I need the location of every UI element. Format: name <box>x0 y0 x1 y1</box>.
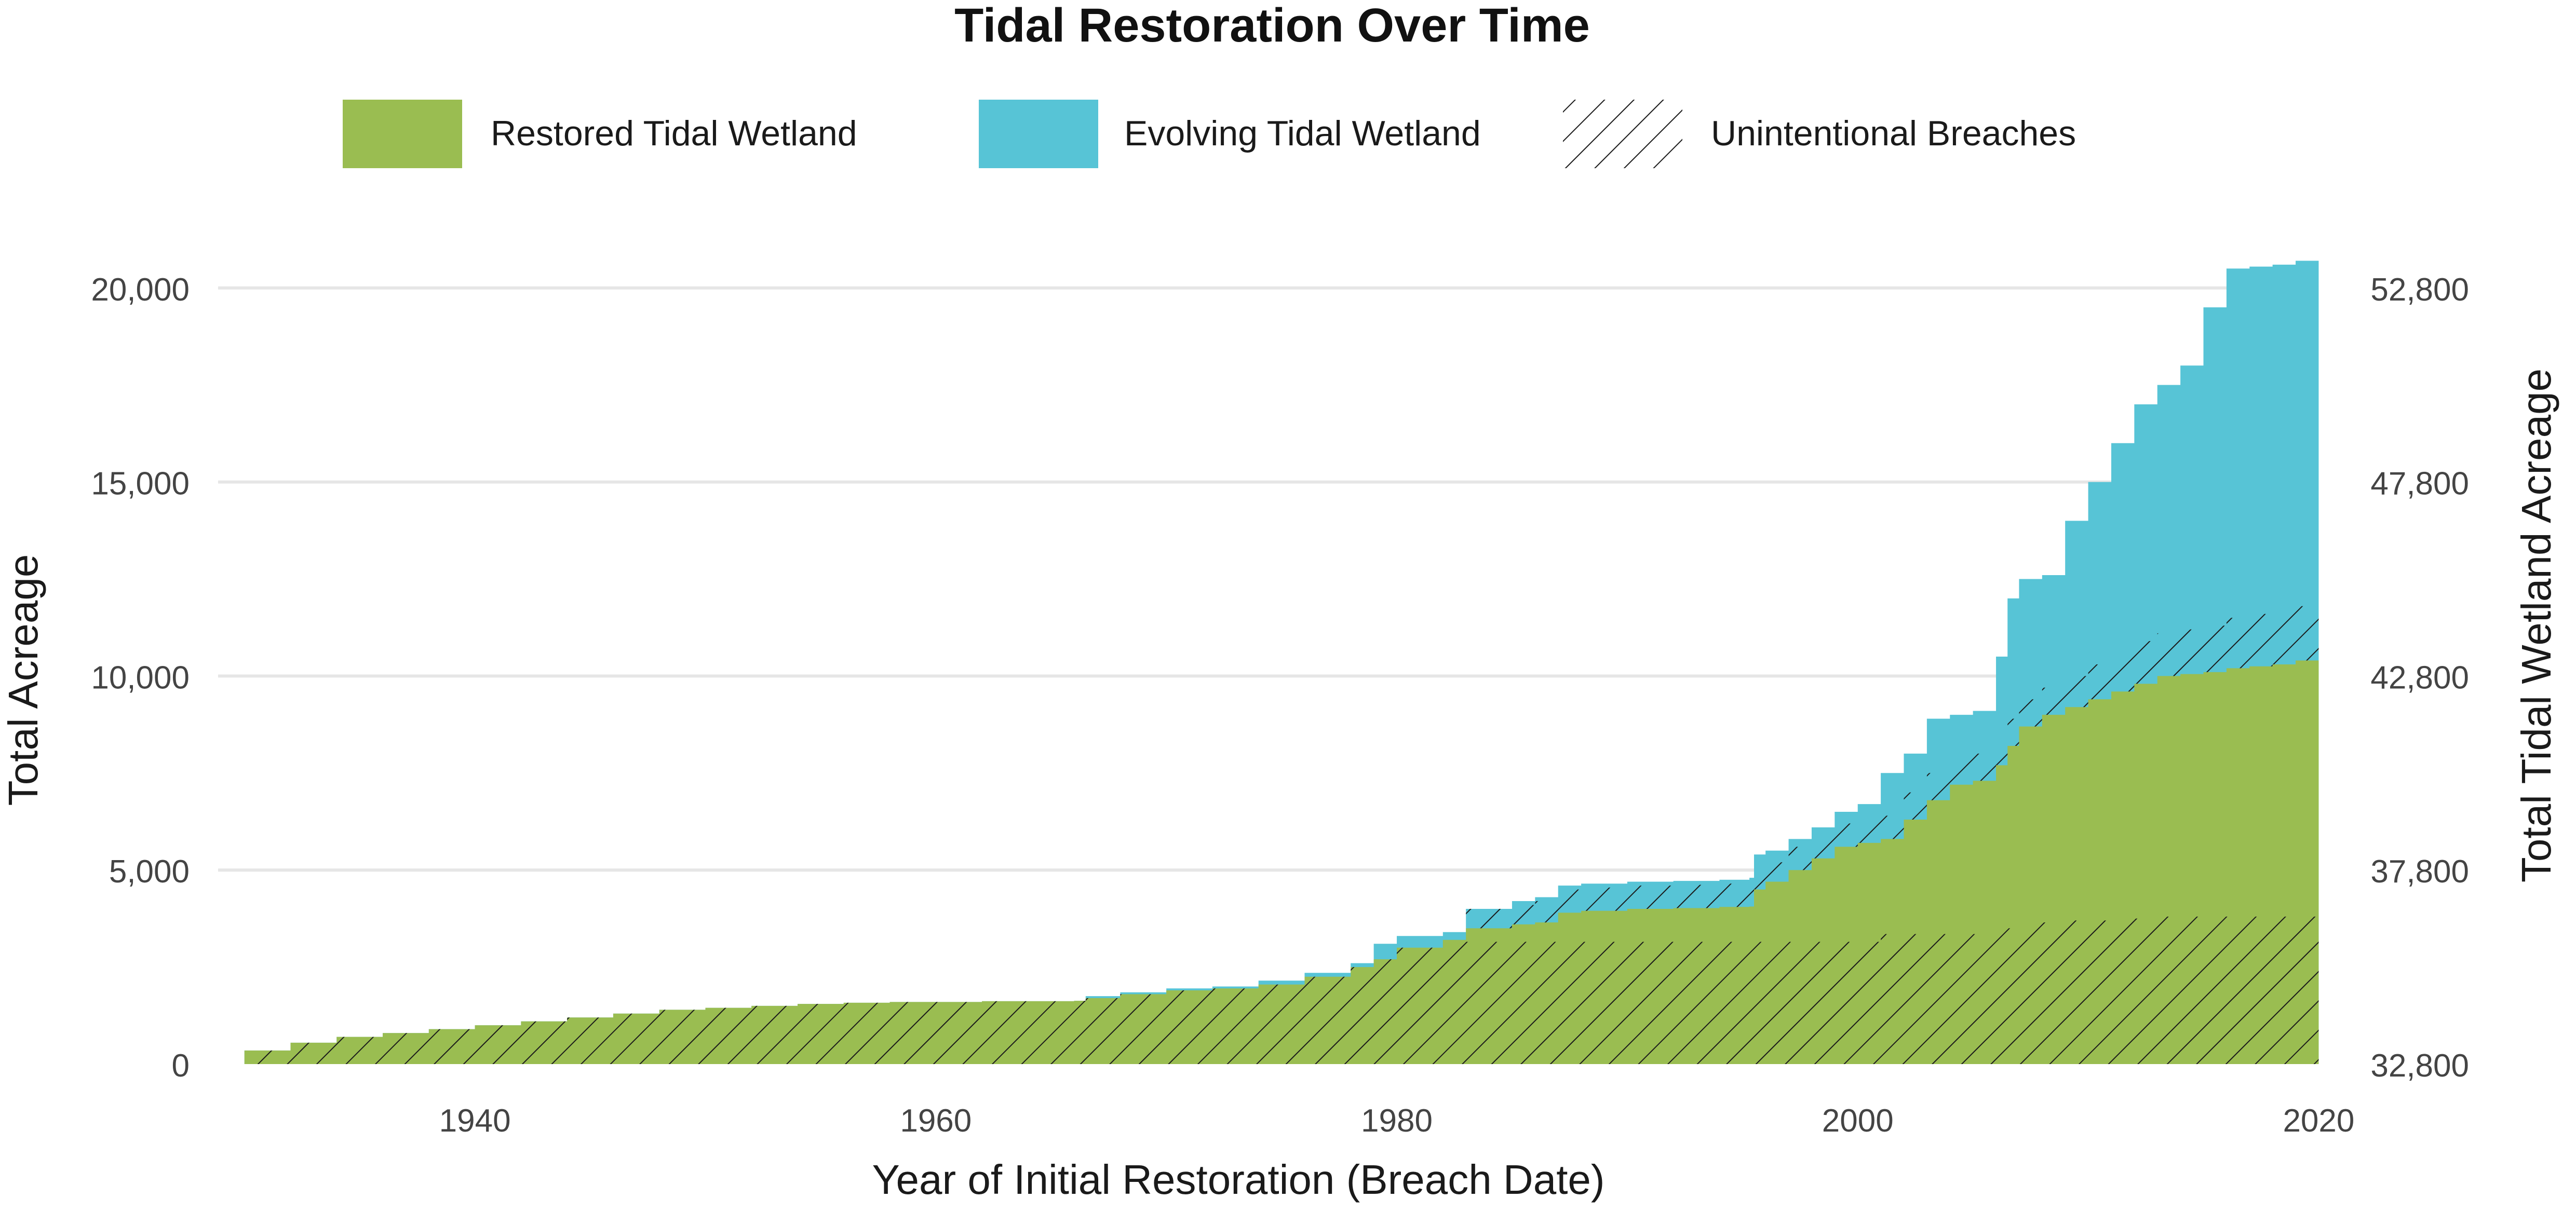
legend-swatch-evolving <box>979 100 1098 168</box>
y-axis-left: 0 5,000 10,000 15,000 20,000 <box>91 272 190 1084</box>
legend-label-evolving: Evolving Tidal Wetland <box>1124 114 1481 153</box>
legend: Restored Tidal Wetland Evolving Tidal We… <box>343 100 2076 168</box>
x-tick-label: 2020 <box>2283 1103 2354 1139</box>
y-axis-label: Total Acreage <box>0 554 46 806</box>
y-tick-label: 5,000 <box>109 854 190 890</box>
y2-axis-label: Total Tidal Wetland Acreage <box>2513 369 2559 882</box>
y-tick-label: 15,000 <box>91 466 190 502</box>
chart-title: Tidal Restoration Over Time <box>954 0 1590 52</box>
plot-area <box>244 253 2319 1064</box>
y2-tick-label: 52,800 <box>2370 272 2469 308</box>
legend-label-restored: Restored Tidal Wetland <box>491 114 857 153</box>
x-axis: 1940 1960 1980 2000 2020 <box>439 1103 2355 1139</box>
legend-label-hatch: Unintentional Breaches <box>1711 114 2076 153</box>
y2-tick-label: 37,800 <box>2370 854 2469 890</box>
y-axis-right: 32,800 37,800 42,800 47,800 52,800 <box>2370 272 2469 1084</box>
y-tick-label: 20,000 <box>91 272 190 308</box>
y2-tick-label: 42,800 <box>2370 660 2469 696</box>
x-tick-label: 1980 <box>1361 1103 1433 1139</box>
y-tick-label: 0 <box>172 1048 190 1084</box>
series-breaches-band-1 <box>1466 602 2319 929</box>
series-breaches-band-0 <box>244 916 2319 1064</box>
x-tick-label: 2000 <box>1822 1103 1894 1139</box>
y-tick-label: 10,000 <box>91 660 190 696</box>
legend-swatch-hatch <box>1563 100 1682 168</box>
x-axis-label: Year of Initial Restoration (Breach Date… <box>872 1156 1604 1203</box>
y2-tick-label: 47,800 <box>2370 466 2469 502</box>
legend-swatch-restored <box>343 100 462 168</box>
x-tick-label: 1940 <box>439 1103 511 1139</box>
y2-tick-label: 32,800 <box>2370 1048 2469 1084</box>
x-tick-label: 1960 <box>900 1103 972 1139</box>
